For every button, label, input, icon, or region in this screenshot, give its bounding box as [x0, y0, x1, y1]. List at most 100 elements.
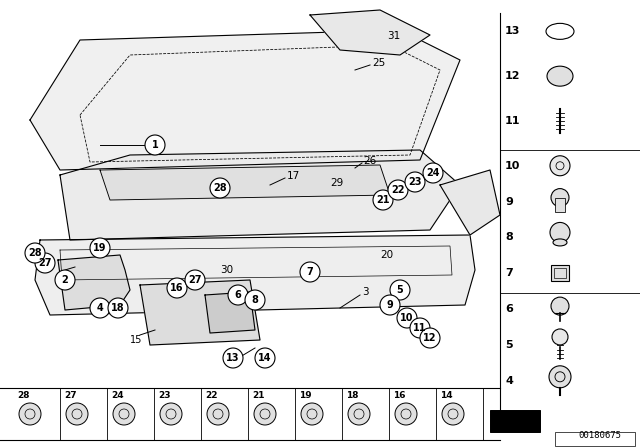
Bar	[555, 432, 635, 446]
Circle shape	[113, 403, 135, 425]
Text: 17: 17	[287, 171, 300, 181]
Circle shape	[551, 189, 569, 207]
Text: 18: 18	[346, 391, 358, 400]
Circle shape	[300, 262, 320, 282]
Text: 21: 21	[252, 391, 264, 400]
Circle shape	[390, 280, 410, 300]
Text: 18: 18	[111, 303, 125, 313]
Text: 11: 11	[505, 116, 520, 126]
Text: 24: 24	[426, 168, 440, 178]
Text: 10: 10	[400, 313, 413, 323]
Text: 5: 5	[397, 285, 403, 295]
Text: 22: 22	[205, 391, 218, 400]
Text: 5: 5	[505, 340, 513, 350]
Text: 9: 9	[505, 197, 513, 207]
Polygon shape	[310, 10, 430, 55]
Text: 27: 27	[64, 391, 77, 400]
Text: 1: 1	[152, 140, 158, 150]
Text: 12: 12	[423, 333, 436, 343]
Polygon shape	[35, 235, 475, 315]
Circle shape	[410, 318, 430, 338]
Text: 28: 28	[213, 183, 227, 193]
Circle shape	[25, 243, 45, 263]
Circle shape	[397, 308, 417, 328]
Circle shape	[90, 238, 110, 258]
Text: 16: 16	[393, 391, 406, 400]
Text: 00180675: 00180675	[579, 431, 621, 440]
Circle shape	[167, 278, 187, 298]
Text: 20: 20	[380, 250, 393, 260]
Circle shape	[550, 223, 570, 242]
Ellipse shape	[553, 239, 567, 246]
Circle shape	[420, 328, 440, 348]
Polygon shape	[440, 170, 500, 235]
Text: 28: 28	[17, 391, 29, 400]
Circle shape	[550, 156, 570, 176]
Circle shape	[90, 298, 110, 318]
Text: 4: 4	[505, 376, 513, 386]
Circle shape	[223, 348, 243, 368]
Text: 13: 13	[227, 353, 240, 363]
Polygon shape	[100, 165, 390, 200]
Text: 22: 22	[391, 185, 404, 195]
Circle shape	[380, 295, 400, 315]
Text: 31: 31	[387, 31, 400, 41]
Circle shape	[348, 403, 370, 425]
Polygon shape	[58, 255, 130, 310]
Polygon shape	[205, 292, 255, 333]
Circle shape	[108, 298, 128, 318]
Text: 9: 9	[387, 300, 394, 310]
Text: 27: 27	[38, 258, 52, 268]
Circle shape	[160, 403, 182, 425]
Text: 11: 11	[413, 323, 427, 333]
Text: 8: 8	[505, 233, 513, 242]
Text: 6: 6	[235, 290, 241, 300]
Polygon shape	[140, 280, 260, 345]
Text: 19: 19	[93, 243, 107, 253]
Text: 8: 8	[252, 295, 259, 305]
Circle shape	[55, 270, 75, 290]
Bar	[555, 198, 565, 211]
Text: 23: 23	[158, 391, 170, 400]
Circle shape	[551, 297, 569, 315]
Text: 29: 29	[330, 178, 343, 188]
Text: 25: 25	[372, 58, 385, 68]
Text: 13: 13	[505, 26, 520, 36]
Text: 3: 3	[362, 287, 369, 297]
Circle shape	[35, 253, 55, 273]
Circle shape	[228, 285, 248, 305]
Circle shape	[388, 180, 408, 200]
Text: 26: 26	[363, 156, 376, 166]
Text: 16: 16	[170, 283, 184, 293]
Text: 2: 2	[61, 275, 68, 285]
Circle shape	[552, 329, 568, 345]
Ellipse shape	[547, 66, 573, 86]
Text: 14: 14	[259, 353, 272, 363]
Circle shape	[405, 172, 425, 192]
Circle shape	[185, 270, 205, 290]
Circle shape	[145, 135, 165, 155]
Text: 21: 21	[376, 195, 390, 205]
Text: 27: 27	[188, 275, 202, 285]
Circle shape	[245, 290, 265, 310]
Text: 19: 19	[299, 391, 312, 400]
Text: 10: 10	[505, 161, 520, 171]
Bar	[554, 268, 566, 278]
Bar	[551, 265, 569, 281]
Circle shape	[373, 190, 393, 210]
Circle shape	[66, 403, 88, 425]
Circle shape	[395, 403, 417, 425]
Text: 12: 12	[505, 71, 520, 81]
Polygon shape	[60, 150, 460, 240]
Circle shape	[301, 403, 323, 425]
Text: 4: 4	[97, 303, 104, 313]
Text: 23: 23	[408, 177, 422, 187]
Text: 28: 28	[28, 248, 42, 258]
Text: 6: 6	[505, 304, 513, 314]
Text: 14: 14	[440, 391, 452, 400]
Bar	[490, 410, 540, 432]
Circle shape	[210, 178, 230, 198]
Polygon shape	[30, 30, 460, 170]
Text: 15: 15	[130, 335, 142, 345]
Circle shape	[255, 348, 275, 368]
